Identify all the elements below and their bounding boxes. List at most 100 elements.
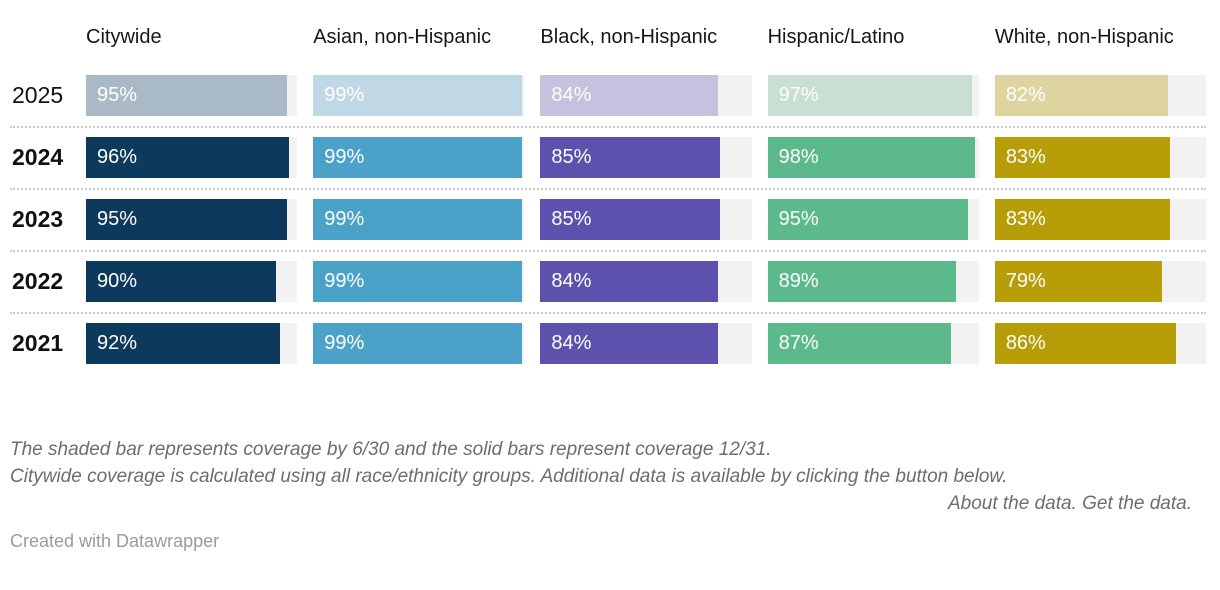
year-label-2022: 2022 (12, 268, 64, 294)
bar-value-label: 84% (551, 84, 592, 106)
bar-2022-3[interactable]: 89% (767, 261, 956, 302)
cell-2024-1: 99% (313, 137, 525, 178)
bar-2024-0[interactable]: 96% (86, 137, 289, 178)
bar-value-label: 79% (1005, 270, 1046, 292)
bar-value-label: 95% (778, 208, 819, 230)
bar-2023-0[interactable]: 95% (86, 199, 287, 240)
cell-2024-3: 98% (767, 137, 979, 178)
bar-2023-3[interactable]: 95% (767, 199, 969, 240)
bar-2021-0[interactable]: 92% (86, 323, 281, 364)
row-2021: 2021 92% 99% 84% 87% 86% (0, 323, 1207, 364)
bar-value-label: 84% (551, 270, 592, 292)
bar-2022-1[interactable]: 99% (313, 261, 523, 302)
get-the-data-link[interactable]: Get the data. (1082, 493, 1192, 514)
column-header-4: Hispanic/Latino (767, 25, 905, 48)
cell-2023-3: 95% (767, 199, 979, 240)
bar-value-label: 99% (324, 146, 365, 168)
bar-value-label: 98% (778, 146, 819, 168)
cell-2022-1: 99% (313, 261, 525, 302)
bar-value-label: 95% (97, 208, 138, 230)
bar-2025-3[interactable]: 97% (767, 75, 973, 116)
bar-2021-4[interactable]: 86% (994, 323, 1177, 364)
bar-2022-2[interactable]: 84% (540, 261, 718, 302)
bar-track: 99% (313, 323, 525, 364)
bar-2022-4[interactable]: 79% (994, 261, 1162, 302)
coverage-bar-chart: Citywide Asian, non-Hispanic Black, non-Hi… (0, 25, 1207, 551)
cell-2021-4: 86% (994, 323, 1207, 364)
bar-value-label: 89% (778, 270, 819, 292)
bar-track: 85% (540, 199, 752, 240)
bar-2025-0[interactable]: 95% (86, 75, 287, 116)
bar-2023-1[interactable]: 99% (313, 199, 523, 240)
cell-2023-4: 83% (994, 199, 1207, 240)
row-separator (10, 312, 1206, 314)
bar-2021-1[interactable]: 99% (313, 323, 523, 364)
cell-2025-1: 99% (313, 75, 525, 116)
column-header-5: White, non-Hispanic (994, 25, 1174, 48)
bar-value-label: 82% (1005, 84, 1046, 106)
bar-value-label: 86% (1005, 332, 1046, 354)
column-header-1: Citywide (86, 25, 162, 48)
note-line-1: The shaded bar represents coverage by 6/… (10, 439, 772, 460)
bar-2025-1[interactable]: 99% (313, 75, 523, 116)
bar-track: 90% (86, 261, 298, 302)
row-2022: 2022 90% 99% 84% 89% 79% (0, 261, 1207, 302)
bar-track: 92% (86, 323, 298, 364)
bar-track: 82% (994, 75, 1207, 116)
bar-track: 83% (994, 199, 1207, 240)
bar-track: 89% (767, 261, 979, 302)
bar-2024-1[interactable]: 99% (313, 137, 523, 178)
cell-2024-4: 83% (994, 137, 1207, 178)
bar-value-label: 92% (97, 332, 138, 354)
cell-2022-0: 90% (86, 261, 298, 302)
about-the-data-link[interactable]: About the data. (947, 493, 1077, 514)
data-links: About the data. Get the data. (10, 490, 1192, 517)
cell-2022-3: 89% (767, 261, 979, 302)
bar-track: 85% (540, 137, 752, 178)
bar-2025-4[interactable]: 82% (994, 75, 1168, 116)
year-label-2025: 2025 (12, 82, 64, 108)
cell-2021-3: 87% (767, 323, 979, 364)
bar-track: 84% (540, 75, 752, 116)
bar-value-label: 95% (97, 84, 138, 106)
cell-2025-3: 97% (767, 75, 979, 116)
bar-value-label: 96% (97, 146, 138, 168)
bar-track: 87% (767, 323, 979, 364)
bar-value-label: 83% (1005, 208, 1046, 230)
bar-2021-3[interactable]: 87% (767, 323, 952, 364)
column-header-3: Black, non-Hispanic (540, 25, 718, 48)
cell-2025-4: 82% (994, 75, 1207, 116)
bar-2023-2[interactable]: 85% (540, 199, 720, 240)
bar-track: 83% (994, 137, 1207, 178)
cell-2025-2: 84% (540, 75, 752, 116)
bar-value-label: 99% (324, 270, 365, 292)
cell-2021-1: 99% (313, 323, 525, 364)
bar-2023-4[interactable]: 83% (994, 199, 1171, 240)
bar-2024-2[interactable]: 85% (540, 137, 720, 178)
cell-2023-1: 99% (313, 199, 525, 240)
bar-value-label: 84% (551, 332, 592, 354)
column-header-2: Asian, non-Hispanic (313, 25, 492, 48)
datawrapper-attribution[interactable]: Created with Datawrapper (10, 531, 220, 551)
bar-2025-2[interactable]: 84% (540, 75, 718, 116)
bar-2021-2[interactable]: 84% (540, 323, 718, 364)
bar-2024-3[interactable]: 98% (767, 137, 975, 178)
year-label-2023: 2023 (12, 206, 64, 232)
bar-track: 99% (313, 261, 525, 302)
row-2023: 2023 95% 99% 85% 95% 83% (0, 199, 1207, 240)
bar-track: 96% (86, 137, 298, 178)
bar-2022-0[interactable]: 90% (86, 261, 277, 302)
bar-value-label: 97% (778, 84, 819, 106)
bar-value-label: 99% (324, 332, 365, 354)
row-separator (10, 188, 1206, 190)
bar-track: 86% (994, 323, 1207, 364)
bar-2024-4[interactable]: 83% (994, 137, 1171, 178)
bar-value-label: 85% (551, 208, 592, 230)
bar-value-label: 83% (1005, 146, 1046, 168)
bar-track: 95% (86, 199, 298, 240)
cell-2023-0: 95% (86, 199, 298, 240)
bar-track: 99% (313, 137, 525, 178)
bar-track: 99% (313, 199, 525, 240)
bar-value-label: 87% (778, 332, 819, 354)
bar-value-label: 99% (324, 208, 365, 230)
